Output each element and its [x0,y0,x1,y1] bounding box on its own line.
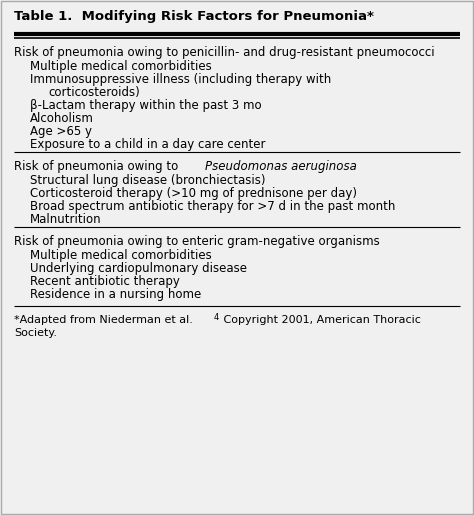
Text: corticosteroids): corticosteroids) [48,86,140,99]
Text: Exposure to a child in a day care center: Exposure to a child in a day care center [30,138,265,151]
Text: Pseudomonas aeruginosa: Pseudomonas aeruginosa [205,160,357,173]
Text: 4: 4 [214,313,219,322]
Text: Table 1.  Modifying Risk Factors for Pneumonia*: Table 1. Modifying Risk Factors for Pneu… [14,10,374,23]
Text: Recent antibiotic therapy: Recent antibiotic therapy [30,275,180,288]
Text: Multiple medical comorbidities: Multiple medical comorbidities [30,249,212,262]
Text: Malnutrition: Malnutrition [30,213,101,226]
Text: Risk of pneumonia owing to enteric gram-negative organisms: Risk of pneumonia owing to enteric gram-… [14,235,380,248]
Text: Multiple medical comorbidities: Multiple medical comorbidities [30,60,212,73]
Text: Age >65 y: Age >65 y [30,125,92,138]
Text: β-Lactam therapy within the past 3 mo: β-Lactam therapy within the past 3 mo [30,99,262,112]
Text: Alcoholism: Alcoholism [30,112,94,125]
Text: Risk of pneumonia owing to: Risk of pneumonia owing to [14,160,182,173]
Text: Corticosteroid therapy (>10 mg of prednisone per day): Corticosteroid therapy (>10 mg of predni… [30,187,357,200]
Text: Underlying cardiopulmonary disease: Underlying cardiopulmonary disease [30,262,247,275]
Text: Copyright 2001, American Thoracic: Copyright 2001, American Thoracic [220,315,421,325]
Text: Risk of pneumonia owing to penicillin- and drug-resistant pneumococci: Risk of pneumonia owing to penicillin- a… [14,46,435,59]
Text: Society.: Society. [14,328,57,338]
Text: Immunosuppressive illness (including therapy with: Immunosuppressive illness (including the… [30,73,331,86]
Text: Structural lung disease (bronchiectasis): Structural lung disease (bronchiectasis) [30,174,265,187]
Text: Residence in a nursing home: Residence in a nursing home [30,288,201,301]
Text: Broad spectrum antibiotic therapy for >7 d in the past month: Broad spectrum antibiotic therapy for >7… [30,200,395,213]
Text: *Adapted from Niederman et al.: *Adapted from Niederman et al. [14,315,193,325]
